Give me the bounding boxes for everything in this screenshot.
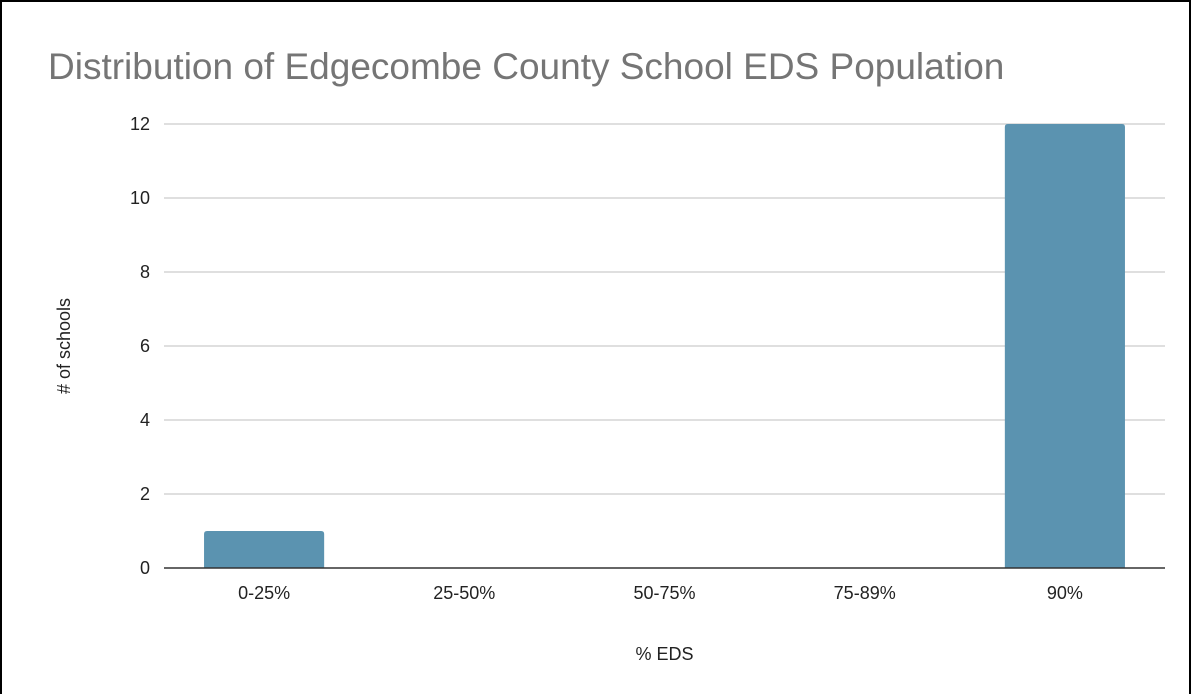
chart-title: Distribution of Edgecombe County School …	[48, 46, 1005, 87]
y-tick-label: 6	[140, 336, 150, 356]
gridlines	[164, 123, 1165, 495]
y-tick-label: 10	[130, 188, 150, 208]
y-tick-labels: 0 2 4 6 8 10 12	[130, 114, 150, 578]
x-tick-label: 0-25%	[238, 583, 290, 603]
y-tick-label: 8	[140, 262, 150, 282]
bar	[204, 531, 325, 568]
y-tick-label: 4	[140, 410, 150, 430]
x-tick-labels: 0-25% 25-50% 50-75% 75-89% 90%	[238, 583, 1083, 603]
x-axis-title: % EDS	[635, 644, 693, 664]
x-tick-label: 90%	[1047, 583, 1083, 603]
bar	[1004, 124, 1125, 568]
bars	[204, 124, 1125, 568]
y-tick-label: 0	[140, 558, 150, 578]
x-tick-label: 75-89%	[834, 583, 896, 603]
y-tick-label: 12	[130, 114, 150, 134]
y-tick-label: 2	[140, 484, 150, 504]
x-tick-label: 25-50%	[433, 583, 495, 603]
y-axis-title: # of schools	[54, 298, 74, 394]
x-tick-label: 50-75%	[633, 583, 695, 603]
